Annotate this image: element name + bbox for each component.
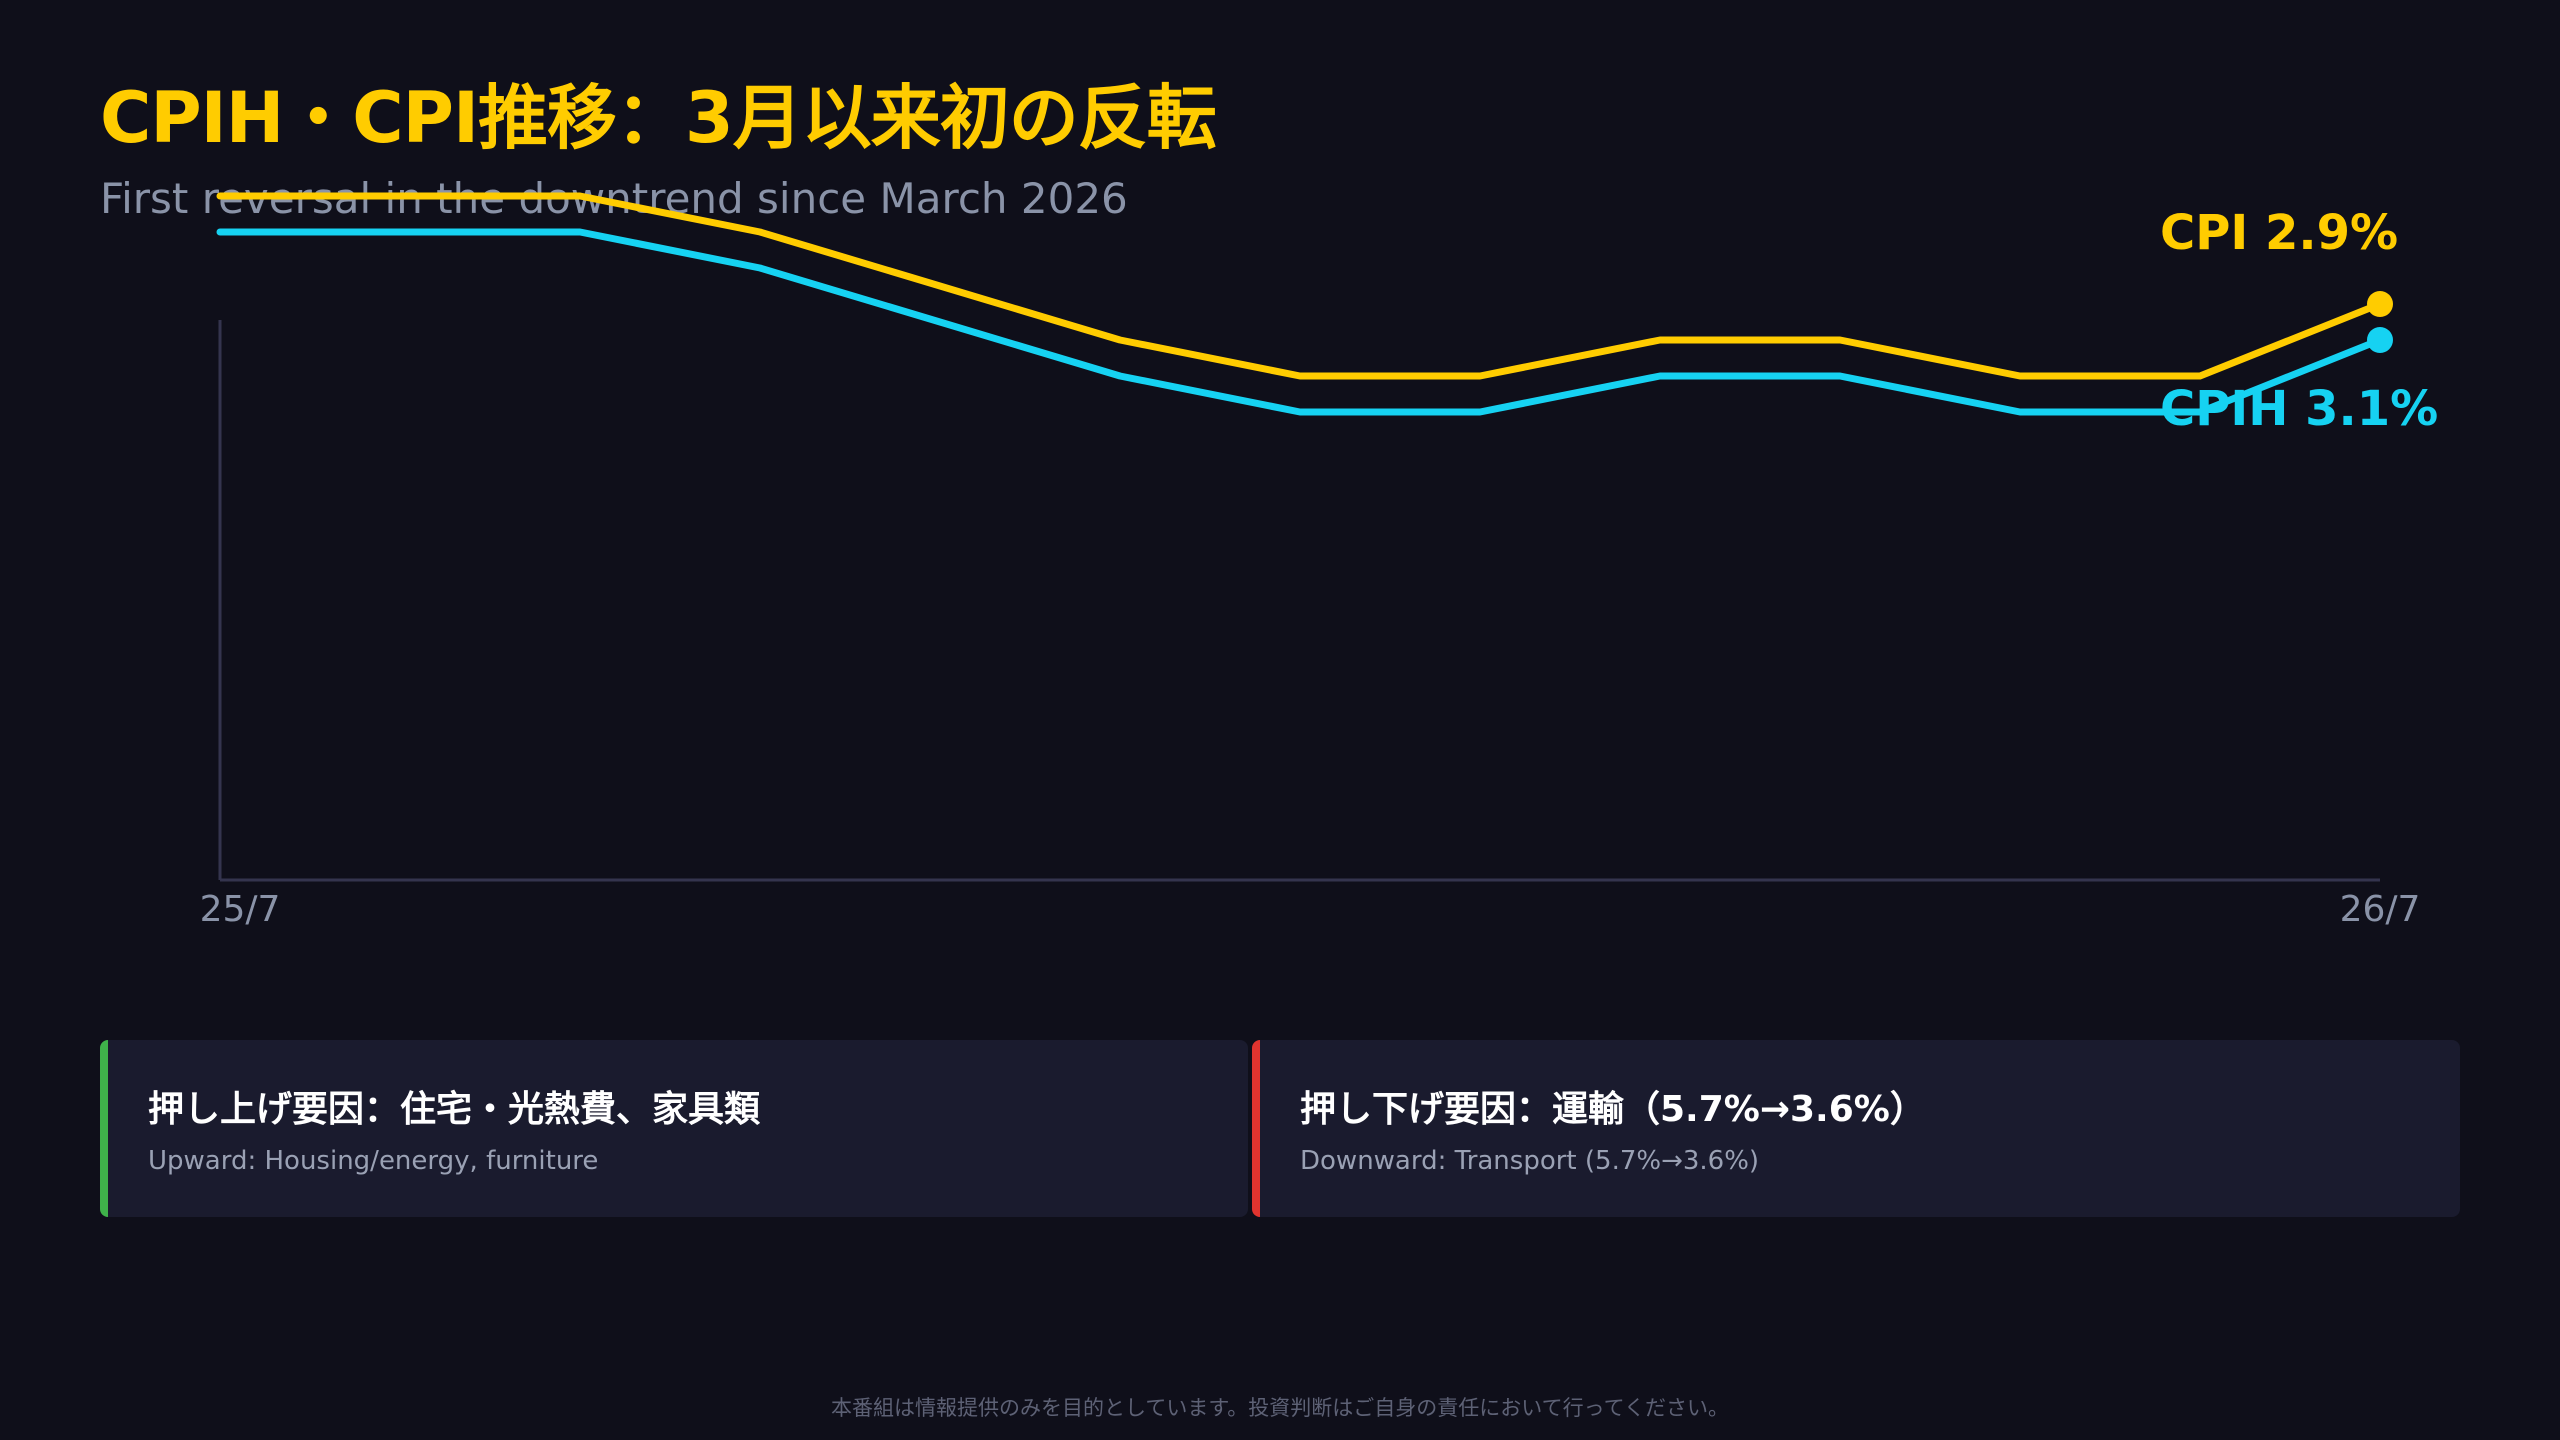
line-chart: CPI 2.9% CPIH 3.1% 25/7 26/7 xyxy=(200,192,2438,930)
downward-factor-card: 押し下げ要因：運輸（5.7%→3.6%） Downward: Transport… xyxy=(1252,1040,2460,1217)
downward-factor-subtitle: Downward: Transport (5.7%→3.6%) xyxy=(1300,1146,1760,1176)
upward-factor-title: 押し上げ要因：住宅・光熱費、家具類 xyxy=(148,1089,761,1130)
x-tick-label: 26/7 xyxy=(2340,889,2421,930)
downward-factor-title: 押し下げ要因：運輸（5.7%→3.6%） xyxy=(1300,1089,1926,1130)
x-tick-label: 25/7 xyxy=(200,889,281,930)
page-title: CPIH・CPI推移：3月以来初の反転 xyxy=(100,77,1217,159)
series-end-label-cpih: CPIH 3.1% xyxy=(2160,381,2438,437)
upward-factor-card: 押し上げ要因：住宅・光熱費、家具類 Upward: Housing/energy… xyxy=(100,1040,1248,1217)
series-endpoint-cpi xyxy=(2367,291,2393,317)
series-endpoint-cpih xyxy=(2367,327,2393,353)
disclaimer: 本番組は情報提供のみを目的としています。投資判断はご自身の責任において行ってくだ… xyxy=(831,1396,1729,1420)
series-line-cpih xyxy=(216,228,2384,416)
upward-factor-subtitle: Upward: Housing/energy, furniture xyxy=(148,1146,599,1176)
series-end-label-cpi: CPI 2.9% xyxy=(2160,205,2398,261)
series-line-cpi xyxy=(216,192,2384,380)
series-layer: CPI 2.9% CPIH 3.1% xyxy=(216,192,2438,437)
